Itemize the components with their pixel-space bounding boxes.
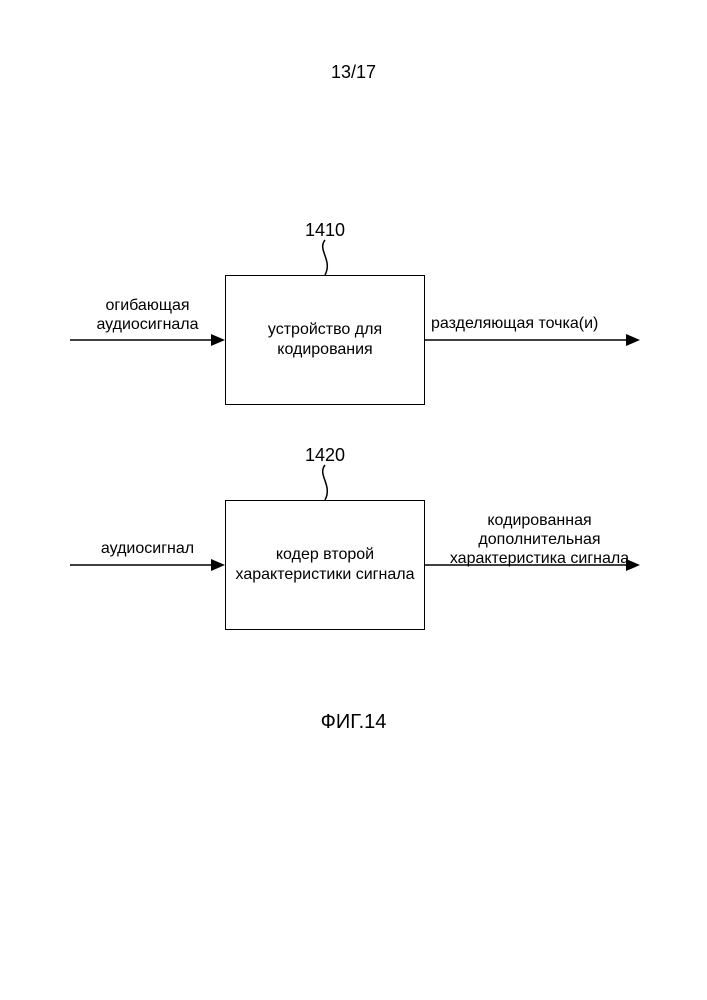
block1-box: устройство для кодирования — [225, 275, 425, 405]
block2-output-label: кодированная дополнительная характеристи… — [427, 511, 652, 569]
page: 13/17 1410 устройство для кодирования ог… — [0, 0, 707, 1000]
block2-label: кодер второй характеристики сигнала — [226, 545, 424, 585]
block2-input-label: аудиосигнал — [70, 539, 225, 558]
page-number: 13/17 — [0, 62, 707, 84]
block2-box: кодер второй характеристики сигнала — [225, 500, 425, 630]
block2-ref: 1420 — [300, 445, 350, 467]
figure-label: ФИГ.14 — [0, 710, 707, 734]
block1-label: устройство для кодирования — [226, 320, 424, 360]
block1-input-label: огибающая аудиосигнала — [70, 296, 225, 334]
block1-output-label: разделяющая точка(и) — [431, 314, 646, 333]
block1-ref: 1410 — [300, 220, 350, 242]
